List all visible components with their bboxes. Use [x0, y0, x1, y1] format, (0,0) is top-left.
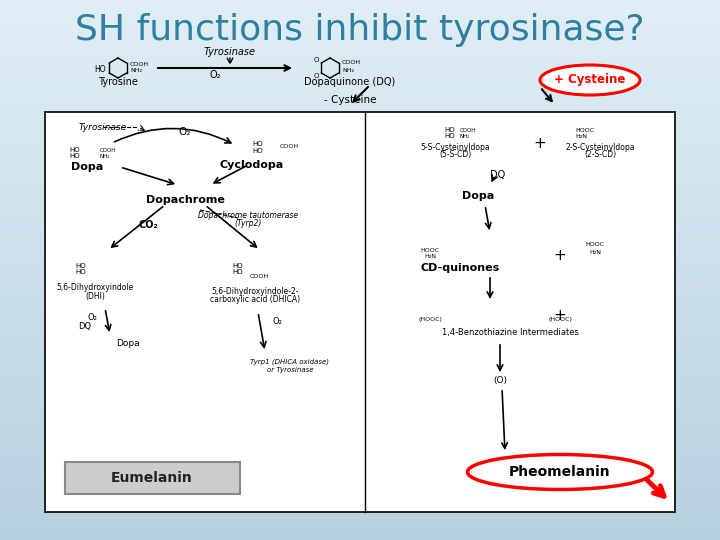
Text: carboxylic acid (DHICA): carboxylic acid (DHICA) [210, 295, 300, 305]
Text: HO: HO [75, 263, 86, 269]
Text: CD-quinones: CD-quinones [420, 263, 500, 273]
Text: 1,4-Benzothiazine Intermediates: 1,4-Benzothiazine Intermediates [441, 327, 578, 336]
Text: SH functions inhibit tyrosinase?: SH functions inhibit tyrosinase? [75, 13, 645, 47]
Text: NH₂: NH₂ [460, 133, 470, 138]
Text: NH₂: NH₂ [100, 153, 110, 159]
Text: (5-S-CD): (5-S-CD) [439, 151, 471, 159]
Text: HO: HO [70, 147, 81, 153]
Text: COOH: COOH [130, 62, 149, 66]
Text: Eumelanin: Eumelanin [111, 471, 193, 485]
Text: Dopa: Dopa [462, 191, 494, 201]
Text: HO: HO [445, 127, 455, 133]
Text: +: + [554, 247, 567, 262]
Text: (HOOC): (HOOC) [418, 318, 442, 322]
Text: HOOC: HOOC [575, 127, 594, 132]
Text: HO: HO [252, 148, 263, 154]
Text: NH₂: NH₂ [342, 68, 354, 72]
Text: Dopa: Dopa [116, 340, 140, 348]
Text: or Tyrosinase: or Tyrosinase [266, 367, 313, 373]
Text: - Cysteine: - Cysteine [324, 95, 377, 105]
Bar [65, 462, 240, 494]
Text: O₂: O₂ [87, 314, 97, 322]
Text: 2-S-Cysteinyldopa: 2-S-Cysteinyldopa [565, 144, 635, 152]
Ellipse shape [540, 65, 640, 95]
Text: Pheomelanin: Pheomelanin [509, 465, 611, 479]
Text: Tyrosine: Tyrosine [98, 77, 138, 87]
Text: CO₂: CO₂ [138, 220, 158, 230]
Text: +: + [534, 136, 546, 151]
Text: Dopachrome: Dopachrome [145, 195, 225, 205]
Text: COOH: COOH [250, 273, 269, 279]
Text: HO: HO [94, 65, 106, 75]
Text: Tyrosinase: Tyrosinase [79, 123, 127, 132]
Text: Dopaquinone (DQ): Dopaquinone (DQ) [305, 77, 395, 87]
Text: HO: HO [75, 269, 86, 275]
Text: H₂N: H₂N [575, 133, 587, 138]
Text: (2-S-CD): (2-S-CD) [584, 151, 616, 159]
Text: + Cysteine: + Cysteine [554, 73, 626, 86]
Text: H₂N: H₂N [589, 249, 601, 254]
Text: Cyclodopa: Cyclodopa [220, 160, 284, 170]
Text: NH₂: NH₂ [130, 68, 142, 72]
Text: HO: HO [232, 269, 243, 275]
Text: HO: HO [70, 153, 81, 159]
Text: (Tyrp2): (Tyrp2) [234, 219, 261, 227]
Text: O: O [313, 73, 319, 79]
Text: HO: HO [445, 133, 455, 139]
Bar [45, 112, 675, 512]
Text: (DHI): (DHI) [85, 292, 105, 300]
Text: HOOC: HOOC [420, 247, 440, 253]
Text: COOH: COOH [460, 127, 477, 132]
Text: O₂: O₂ [210, 70, 221, 80]
Text: DQ: DQ [490, 170, 505, 180]
Text: Tyrosinase: Tyrosinase [204, 47, 256, 57]
Text: O: O [313, 57, 319, 63]
Text: O₂: O₂ [272, 318, 282, 327]
Text: Dopachrome tautomerase: Dopachrome tautomerase [198, 211, 298, 219]
Text: HOOC: HOOC [585, 242, 605, 247]
Text: 5-S-Cysteinyldopa: 5-S-Cysteinyldopa [420, 144, 490, 152]
Text: O₂: O₂ [179, 127, 192, 137]
Ellipse shape [467, 455, 652, 489]
Text: (O): (O) [493, 375, 507, 384]
Text: 5,6-Dihydroxyindole: 5,6-Dihydroxyindole [56, 284, 134, 293]
Text: HO: HO [232, 263, 243, 269]
Text: Tyrp1 (DHICA oxidase): Tyrp1 (DHICA oxidase) [251, 359, 330, 365]
Text: Dopa: Dopa [71, 162, 103, 172]
Text: H₂N: H₂N [424, 254, 436, 260]
Text: COOH: COOH [342, 60, 361, 65]
Text: DQ: DQ [78, 321, 91, 330]
Text: HO: HO [252, 141, 263, 147]
Text: COOH: COOH [100, 147, 117, 152]
Text: +: + [554, 307, 567, 322]
Text: 5,6-Dihydroxyindole-2-: 5,6-Dihydroxyindole-2- [211, 287, 299, 296]
Text: COOH: COOH [280, 145, 299, 150]
Text: (HOOC): (HOOC) [548, 318, 572, 322]
